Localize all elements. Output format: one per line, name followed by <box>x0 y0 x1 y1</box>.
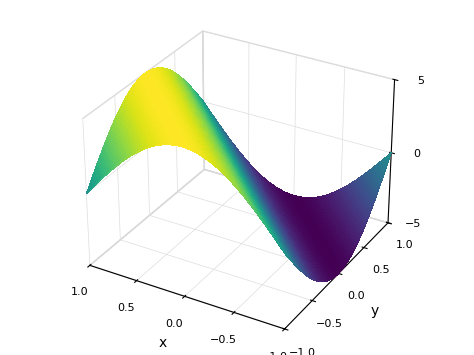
X-axis label: x: x <box>159 336 167 350</box>
Y-axis label: y: y <box>371 304 379 318</box>
